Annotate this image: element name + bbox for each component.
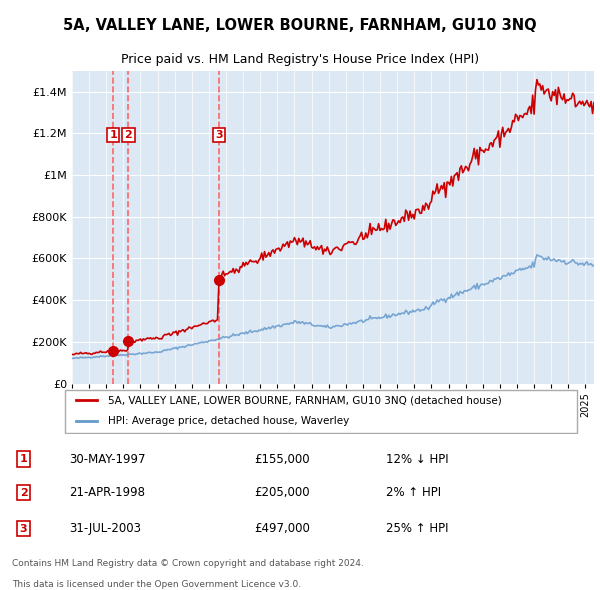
Text: 2: 2 xyxy=(20,488,28,497)
Text: 31-JUL-2003: 31-JUL-2003 xyxy=(70,522,142,535)
Text: 25% ↑ HPI: 25% ↑ HPI xyxy=(386,522,449,535)
Text: £205,000: £205,000 xyxy=(254,486,310,499)
Text: 2: 2 xyxy=(125,130,133,140)
Text: 2% ↑ HPI: 2% ↑ HPI xyxy=(386,486,442,499)
Text: 1: 1 xyxy=(109,130,117,140)
Text: 1: 1 xyxy=(20,454,28,464)
Text: 3: 3 xyxy=(215,130,223,140)
Text: 5A, VALLEY LANE, LOWER BOURNE, FARNHAM, GU10 3NQ: 5A, VALLEY LANE, LOWER BOURNE, FARNHAM, … xyxy=(63,18,537,32)
Text: 3: 3 xyxy=(20,523,28,533)
Text: This data is licensed under the Open Government Licence v3.0.: This data is licensed under the Open Gov… xyxy=(12,579,301,589)
Text: 12% ↓ HPI: 12% ↓ HPI xyxy=(386,453,449,466)
Text: 21-APR-1998: 21-APR-1998 xyxy=(70,486,146,499)
Text: 30-MAY-1997: 30-MAY-1997 xyxy=(70,453,146,466)
Text: £497,000: £497,000 xyxy=(254,522,310,535)
Text: £155,000: £155,000 xyxy=(254,453,310,466)
Text: 5A, VALLEY LANE, LOWER BOURNE, FARNHAM, GU10 3NQ (detached house): 5A, VALLEY LANE, LOWER BOURNE, FARNHAM, … xyxy=(107,395,501,405)
FancyBboxPatch shape xyxy=(65,391,577,433)
Text: Contains HM Land Registry data © Crown copyright and database right 2024.: Contains HM Land Registry data © Crown c… xyxy=(12,559,364,568)
Text: Price paid vs. HM Land Registry's House Price Index (HPI): Price paid vs. HM Land Registry's House … xyxy=(121,53,479,66)
Text: HPI: Average price, detached house, Waverley: HPI: Average price, detached house, Wave… xyxy=(107,417,349,426)
